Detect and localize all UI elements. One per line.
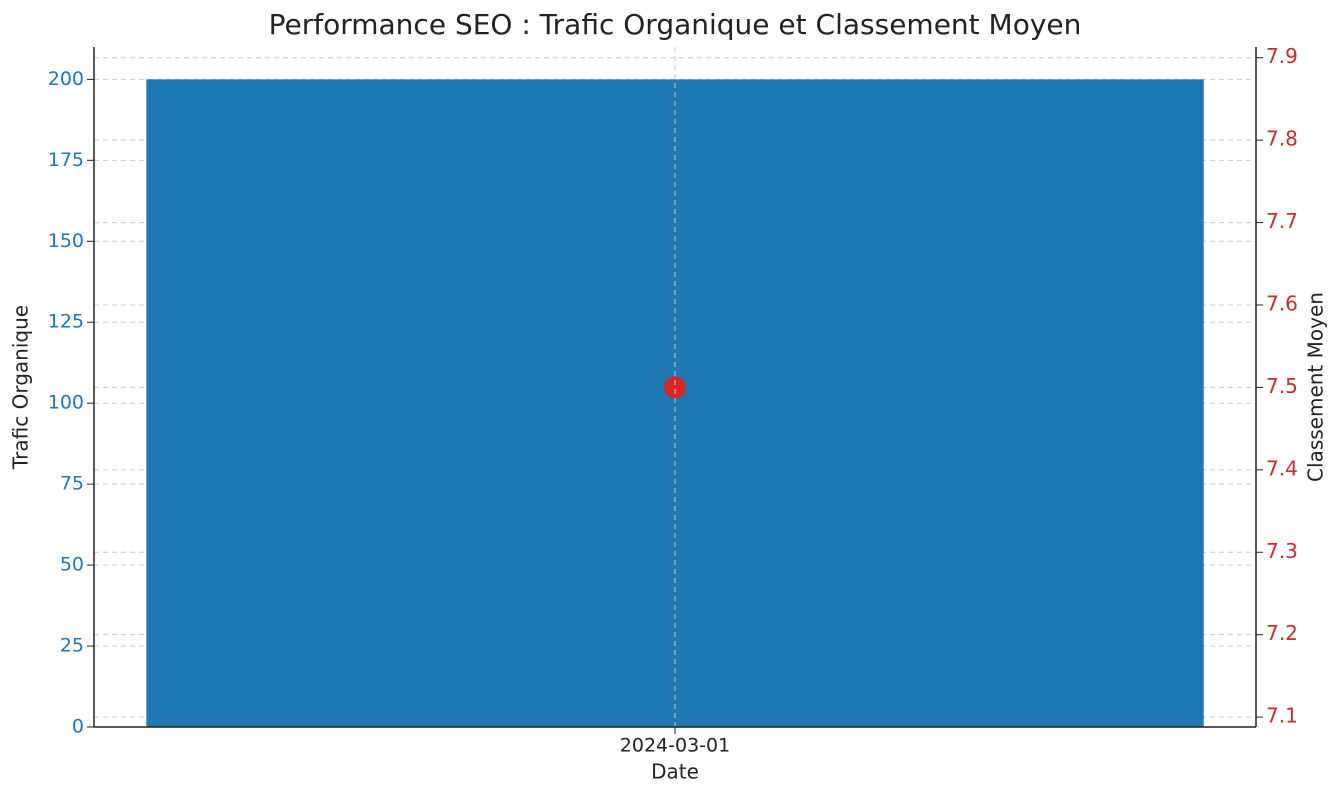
y2-tick-label: 7.2 (1266, 621, 1298, 645)
y2-tick-label: 7.5 (1266, 374, 1298, 398)
y2-tick-label: 7.7 (1266, 209, 1298, 233)
y2-axis-label: Classement Moyen (1304, 292, 1328, 482)
y-tick-label: 200 (48, 68, 84, 90)
x-axis-label: Date (651, 760, 699, 784)
y2-tick-label: 7.1 (1266, 704, 1298, 728)
y-tick-label: 75 (60, 473, 84, 495)
y-tick-label: 0 (72, 716, 84, 738)
y-tick-label: 100 (48, 392, 84, 414)
y-tick-label: 125 (48, 311, 84, 333)
point (664, 376, 686, 399)
x-tick-label: 2024-03-01 (620, 735, 730, 757)
bar (146, 79, 1204, 727)
y2-tick-label: 7.3 (1266, 539, 1298, 563)
y-tick-label: 50 (60, 554, 84, 576)
y-tick-label: 25 (60, 635, 84, 657)
y-axis-label: Trafic Organique (9, 305, 33, 470)
y2-tick-label: 7.9 (1266, 44, 1298, 68)
y2-tick-label: 7.6 (1266, 291, 1298, 315)
y2-tick-label: 7.8 (1266, 127, 1298, 151)
y-tick-label: 175 (48, 149, 84, 171)
chart-title: Performance SEO : Trafic Organique et Cl… (269, 8, 1082, 41)
y2-tick-label: 7.4 (1266, 456, 1298, 480)
y-tick-label: 150 (48, 230, 84, 252)
